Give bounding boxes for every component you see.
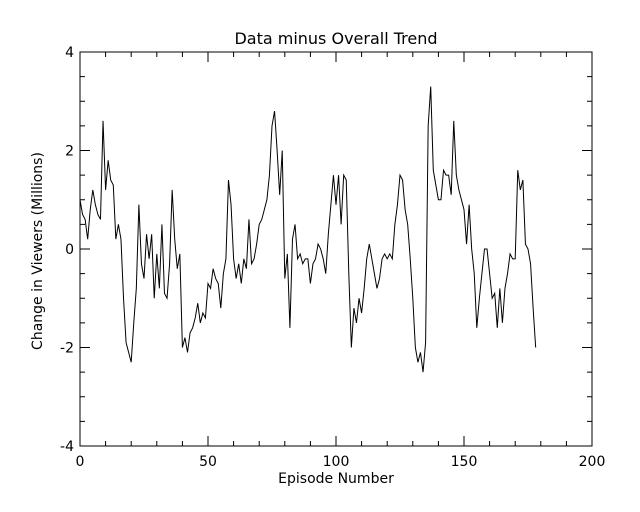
x-tick-label: 200	[579, 454, 606, 470]
x-tick-label: 100	[323, 454, 350, 470]
y-axis-title: Change in Viewers (Millions)	[30, 152, 46, 350]
y-tick-label: -2	[60, 341, 74, 357]
y-tick-label: 4	[65, 45, 74, 61]
x-axis-title: Episode Number	[278, 471, 394, 487]
x-tick-label: 150	[451, 454, 478, 470]
y-tick-label: 2	[65, 144, 74, 160]
y-tick-label: 0	[65, 242, 74, 258]
x-axis: 0 50 100 150 200	[76, 52, 606, 470]
x-tick-label: 0	[76, 454, 85, 470]
y-axis: -4 -2 0 2 4	[60, 45, 592, 455]
x-tick-label: 50	[199, 454, 217, 470]
y-tick-label: -4	[60, 439, 74, 455]
chart-title: Data minus Overall Trend	[234, 29, 437, 48]
series-layer	[79, 86, 537, 373]
series-line-0	[79, 86, 537, 373]
